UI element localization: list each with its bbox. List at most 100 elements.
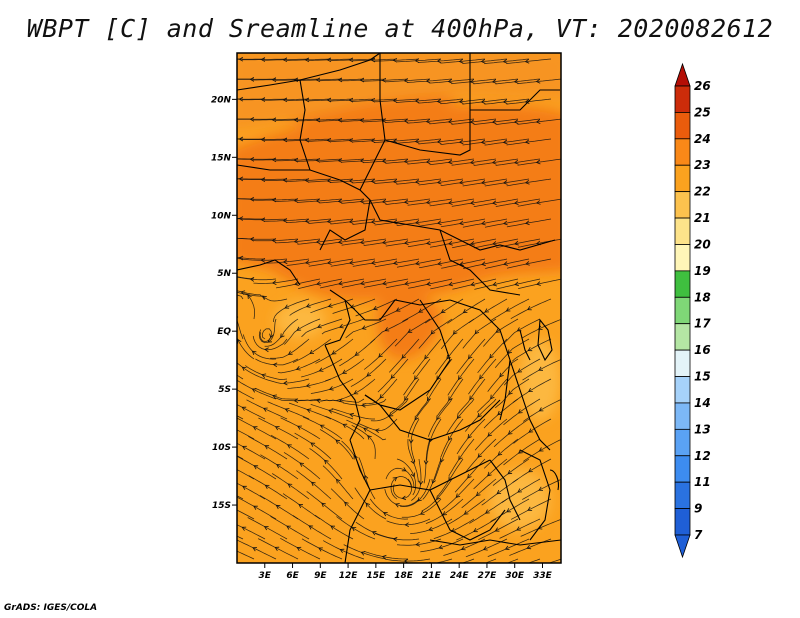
streamline: [374, 98, 420, 103]
streamline: [253, 118, 299, 121]
streamline-arrow: [223, 364, 227, 368]
streamline-arrow: [448, 240, 453, 246]
streamline: [288, 402, 332, 420]
streamline: [473, 458, 508, 490]
streamline: [237, 389, 255, 400]
streamline: [286, 178, 332, 182]
streamline: [506, 558, 519, 563]
streamline: [451, 78, 497, 85]
streamline-arrow: [403, 158, 409, 164]
credit-label: GrADS: IGES/COLA: [4, 603, 98, 613]
streamline-arrow: [326, 137, 332, 143]
streamline: [270, 515, 310, 540]
streamline-arrow: [381, 158, 387, 164]
streamline-arrow: [338, 398, 344, 403]
streamline: [276, 278, 321, 289]
streamline-arrow: [495, 328, 501, 333]
streamline-arrow: [538, 366, 544, 371]
streamline: [339, 338, 376, 367]
streamline-arrow: [525, 220, 530, 226]
streamline-arrow: [438, 544, 444, 550]
streamline-arrow: [436, 495, 441, 501]
streamline: [330, 178, 376, 183]
streamline-arrow: [299, 462, 305, 467]
streamline-arrow: [361, 325, 367, 330]
streamline: [422, 458, 442, 500]
streamline-arrow: [339, 548, 345, 554]
streamline-arrow: [456, 414, 462, 420]
streamline: [283, 452, 321, 480]
streamline-arrow: [220, 487, 224, 491]
streamline-arrow: [381, 554, 387, 560]
streamline-arrow: [417, 497, 422, 502]
colorbar-segment: [674, 112, 691, 140]
streamline: [341, 198, 387, 204]
colorbar-segment: [674, 481, 691, 509]
streamline-arrow: [348, 178, 354, 184]
streamline: [354, 487, 387, 520]
streamline: [259, 328, 272, 342]
streamline-arrow: [447, 200, 453, 205]
streamline: [242, 218, 288, 221]
streamline-arrow: [392, 260, 398, 266]
streamline: [255, 358, 299, 366]
streamline: [429, 78, 475, 84]
streamline-arrow: [271, 197, 277, 203]
streamline: [284, 318, 321, 345]
streamline-arrow: [319, 424, 325, 429]
streamline-arrow: [326, 260, 332, 265]
streamline: [252, 335, 288, 351]
streamline-arrow: [271, 238, 277, 243]
streamline-arrow: [367, 435, 372, 440]
colorbar-label: 7: [694, 528, 703, 542]
streamline: [503, 358, 541, 386]
streamline-arrow: [452, 330, 458, 335]
streamline-arrow: [403, 240, 409, 245]
streamline: [352, 218, 398, 225]
streamline-arrow: [238, 56, 244, 62]
streamline: [476, 378, 508, 413]
streamline-arrow: [537, 325, 543, 330]
streamline-arrow: [447, 159, 453, 165]
streamline: [308, 138, 354, 142]
streamline: [319, 429, 354, 460]
streamline: [493, 418, 530, 448]
streamline: [494, 378, 530, 409]
streamline: [275, 238, 321, 244]
streamline: [248, 475, 288, 500]
streamline: [258, 318, 277, 344]
streamline: [474, 278, 519, 290]
streamline-arrow: [359, 239, 365, 245]
streamline-arrow: [392, 477, 398, 482]
streamline: [330, 58, 376, 62]
y-axis: 20N 15N 10N 5N EQ 5S 10S 15S: [211, 95, 237, 511]
streamline-arrow: [331, 350, 337, 355]
streamline-arrow: [497, 451, 503, 456]
colorbar-segment: [674, 455, 691, 483]
streamline: [237, 539, 277, 560]
streamline-arrow: [260, 137, 266, 142]
streamline: [345, 318, 387, 339]
streamline-arrow: [359, 77, 365, 83]
streamline-arrow: [272, 394, 277, 399]
x-tick-label: 33E: [533, 571, 553, 581]
streamline: [385, 558, 431, 562]
streamline: [484, 58, 530, 65]
streamline-arrow: [490, 394, 495, 400]
streamline-arrow: [217, 137, 221, 141]
streamline-arrow: [249, 116, 255, 122]
streamline-arrow: [469, 119, 475, 125]
streamline-arrow: [404, 281, 409, 286]
streamline-arrow: [326, 219, 332, 224]
streamline-arrow: [383, 512, 388, 517]
streamline: [396, 538, 442, 546]
streamline: [429, 158, 475, 166]
streamline-arrow: [418, 480, 424, 486]
streamline: [386, 278, 431, 289]
streamline: [452, 238, 497, 249]
streamline-arrow: [337, 77, 343, 83]
streamline-arrow: [455, 493, 461, 498]
streamline: [418, 218, 464, 227]
streamline: [277, 358, 321, 374]
streamline-arrow: [249, 196, 255, 202]
